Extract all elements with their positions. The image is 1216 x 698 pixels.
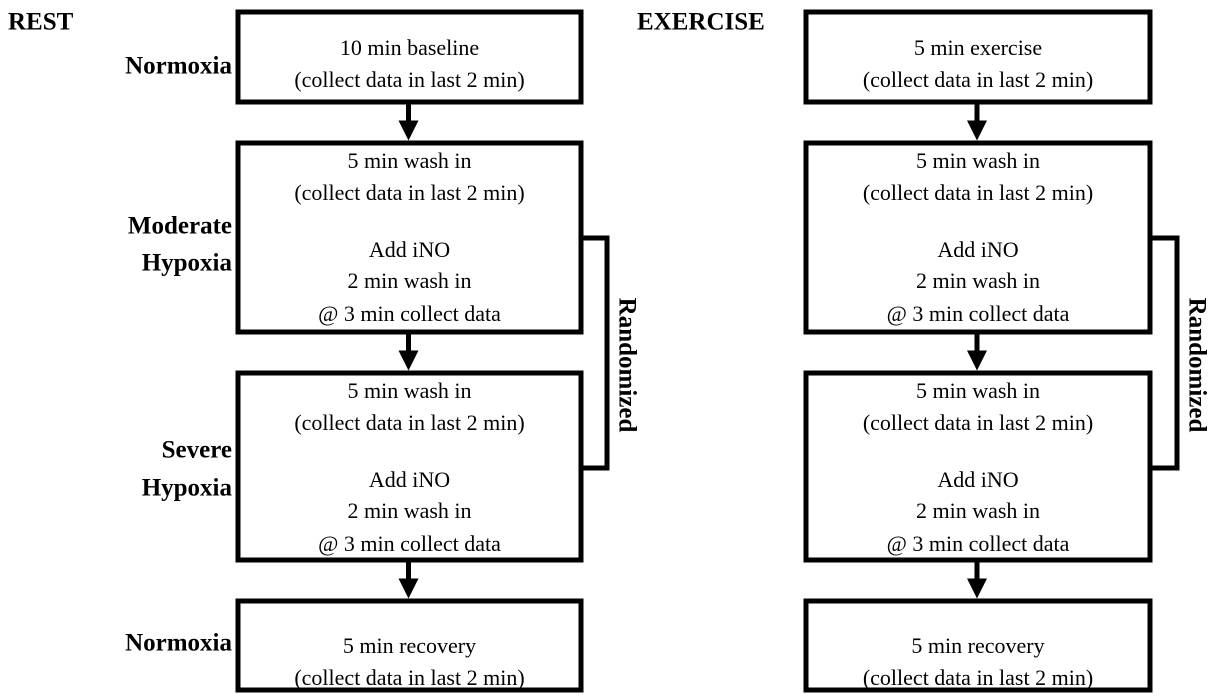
step-box xyxy=(803,370,1153,563)
row-label: Hypoxia xyxy=(142,250,233,277)
step-text: 5 min recovery xyxy=(343,633,476,658)
step-box xyxy=(803,9,1153,105)
step-text: (collect data in last 2 min) xyxy=(863,180,1093,205)
step-box xyxy=(235,370,584,563)
step-text: @ 3 min collect data xyxy=(887,301,1070,326)
step-text: @ 3 min collect data xyxy=(318,301,501,326)
step-text: (collect data in last 2 min) xyxy=(863,410,1093,435)
step-text: 5 min wash in xyxy=(916,148,1040,173)
step-text: (collect data in last 2 min) xyxy=(294,665,524,690)
step-text: @ 3 min collect data xyxy=(887,531,1070,556)
step-text: 5 min wash in xyxy=(347,378,471,403)
panel-title: REST xyxy=(8,9,74,36)
step-text: (collect data in last 2 min) xyxy=(294,67,524,92)
step-text: 5 min exercise xyxy=(914,35,1042,60)
step-text: (collect data in last 2 min) xyxy=(294,180,524,205)
step-text: (collect data in last 2 min) xyxy=(294,410,524,435)
step-text: 10 min baseline xyxy=(340,35,479,60)
row-label: Moderate xyxy=(128,213,232,240)
row-label: Severe xyxy=(162,437,232,464)
step-text: Add iNO xyxy=(369,467,450,492)
step-text: 5 min recovery xyxy=(911,633,1044,658)
step-text: (collect data in last 2 min) xyxy=(863,665,1093,690)
step-text: 2 min wash in xyxy=(347,268,471,293)
step-text: 2 min wash in xyxy=(916,268,1040,293)
step-box xyxy=(803,598,1153,693)
step-text: (collect data in last 2 min) xyxy=(863,67,1093,92)
bracket xyxy=(1150,235,1180,471)
step-text: @ 3 min collect data xyxy=(318,531,501,556)
step-box xyxy=(235,598,584,693)
row-label: Normoxia xyxy=(125,630,232,657)
bracket-label: Randomized xyxy=(1183,298,1210,433)
step-text: 2 min wash in xyxy=(347,498,471,523)
step-box xyxy=(803,140,1153,335)
bracket-label: Randomized xyxy=(613,298,640,433)
row-label: Hypoxia xyxy=(142,475,233,502)
step-text: 2 min wash in xyxy=(916,498,1040,523)
step-text: Add iNO xyxy=(937,237,1018,262)
bracket xyxy=(581,235,610,471)
step-text: Add iNO xyxy=(369,237,450,262)
step-box xyxy=(235,9,584,105)
row-label: Normoxia xyxy=(125,53,232,80)
step-text: Add iNO xyxy=(937,467,1018,492)
step-text: 5 min wash in xyxy=(916,378,1040,403)
step-box xyxy=(235,140,584,335)
panel-title: EXERCISE xyxy=(637,9,765,36)
step-text: 5 min wash in xyxy=(347,148,471,173)
